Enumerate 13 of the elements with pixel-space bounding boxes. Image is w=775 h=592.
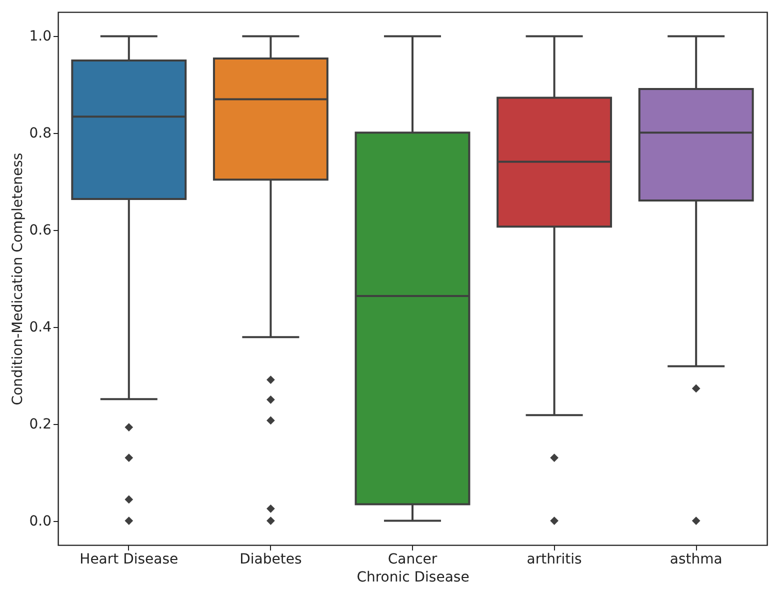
y-tick-label: 0.4	[29, 319, 52, 336]
x-axis-title: Chronic Disease	[356, 570, 470, 586]
x-tick-label: asthma	[670, 552, 722, 568]
y-tick-label: 0.6	[29, 222, 52, 239]
x-tick-label: Diabetes	[240, 552, 302, 568]
y-tick-label: 0.0	[29, 513, 52, 530]
y-tick-label: 0.8	[29, 126, 52, 142]
x-tick-label: Cancer	[388, 552, 438, 568]
x-tick-label: Heart Disease	[80, 552, 178, 568]
x-tick-label: arthritis	[526, 552, 582, 568]
y-tick-label: 0.2	[29, 416, 52, 432]
y-tick-label: 1.0	[29, 28, 52, 45]
y-axis-title: Condition-Medication Completeness	[10, 152, 26, 406]
